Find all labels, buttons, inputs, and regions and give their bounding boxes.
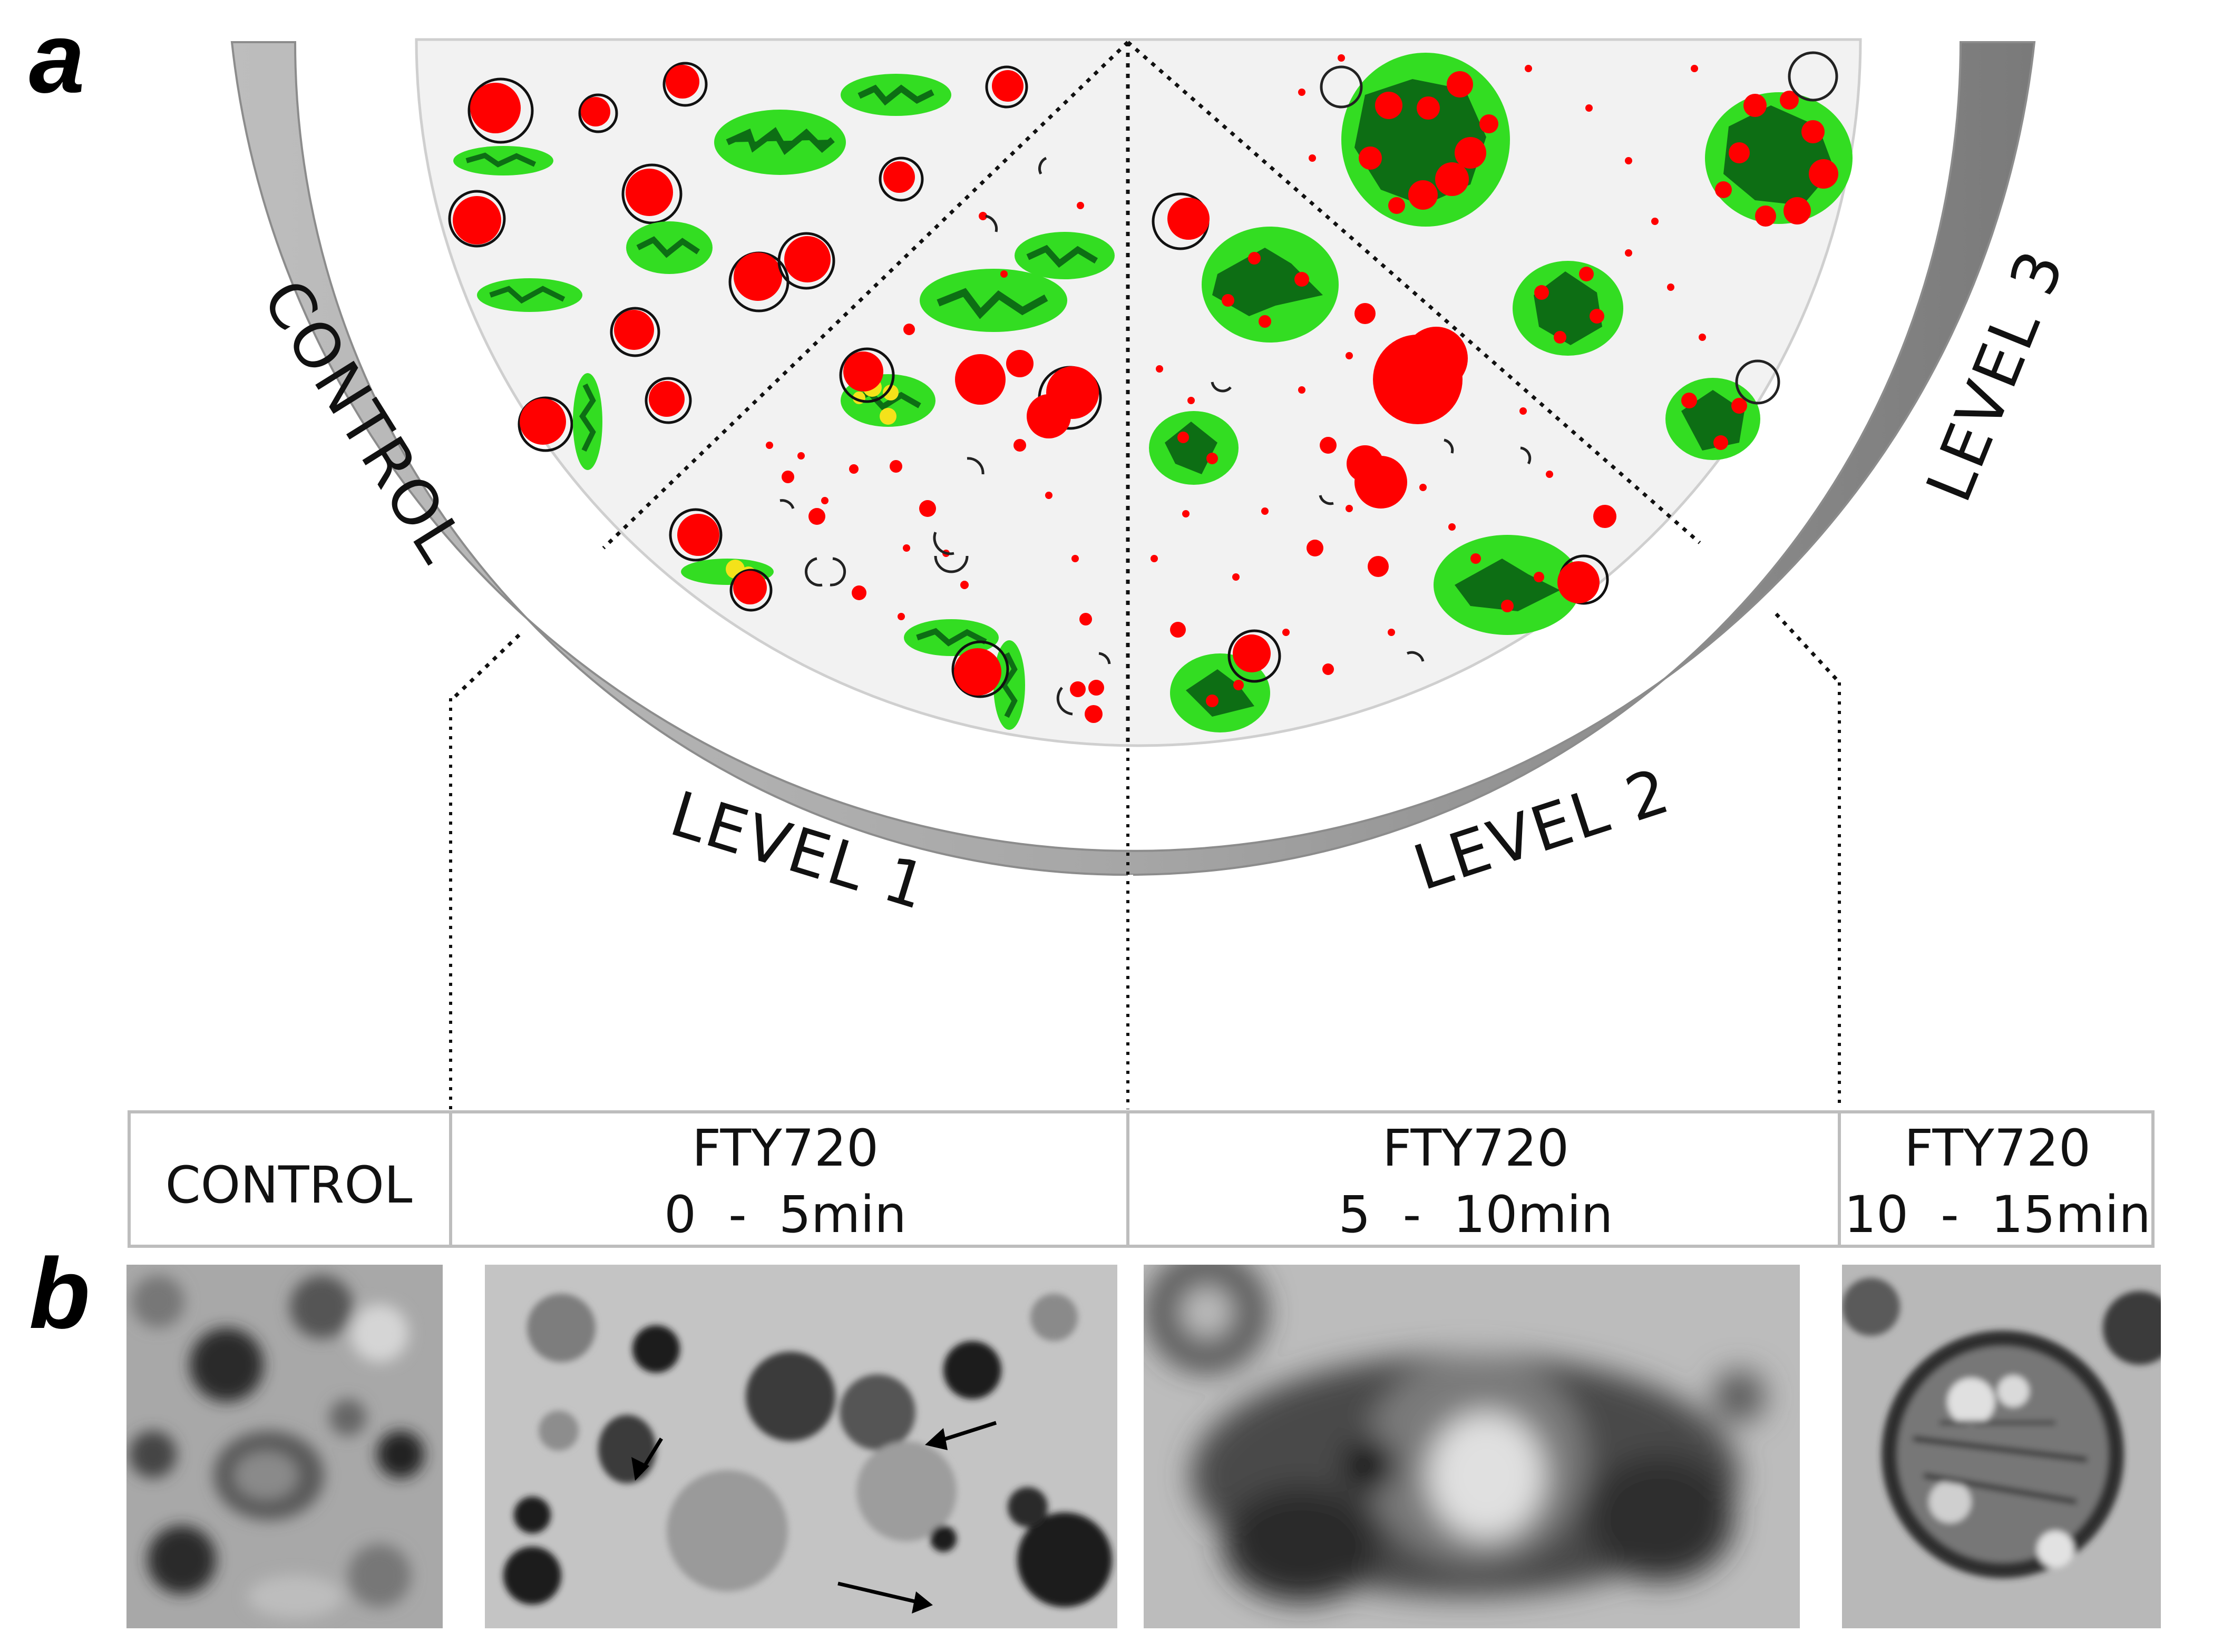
mitochondrion-icon <box>1149 227 1581 732</box>
panel-b-letter: b <box>29 1238 90 1350</box>
ring-band <box>230 41 2036 876</box>
ring-label-level2: LEVEL 2 <box>1405 754 1679 904</box>
arrow-icon <box>837 1581 933 1614</box>
red-granule-icon <box>669 202 1104 723</box>
membrane-fragment-icon <box>779 157 1111 716</box>
red-granule-icon <box>448 62 1028 452</box>
drop-lines <box>449 682 1841 1109</box>
mitochondrion-icon <box>681 232 1115 730</box>
table-cell-level2-drug: FTY720 <box>1382 1119 1569 1178</box>
table-cell-level1-drug: FTY720 <box>692 1119 879 1178</box>
level2-sector-content <box>1149 192 1616 732</box>
mitochondrion-icon <box>453 74 951 470</box>
sector-dividers <box>452 41 1841 748</box>
ring-divider-level3 <box>1774 612 1836 685</box>
arrow-icon <box>925 1421 997 1450</box>
arrow-icon <box>631 1438 663 1481</box>
level3-sector-content <box>1298 51 1853 460</box>
ring-label-control: CONTROL <box>248 267 479 576</box>
timeline-table: CONTROL FTY720 0 - 5min FTY720 5 - 10min… <box>128 1110 2155 1248</box>
micrograph-control <box>126 1265 443 1628</box>
red-granule-icon <box>1151 192 1616 707</box>
control-sector-content <box>448 62 1028 470</box>
table-cell-control: CONTROL <box>165 1156 413 1215</box>
table-cell-level2-time: 5 - 10min <box>1339 1185 1613 1244</box>
panel-a-letter: a <box>29 2 85 114</box>
membrane-fragment-icon <box>1211 382 1532 662</box>
table-cell-level3-drug: FTY720 <box>1904 1119 2091 1178</box>
level1-sector-content <box>669 157 1115 730</box>
table-cell-level1-time: 0 - 5min <box>664 1185 907 1244</box>
membrane-fragment-icon <box>1320 51 1838 405</box>
micrograph-level1 <box>485 1265 1117 1628</box>
table-cell-level3-time: 10 - 15min <box>1844 1185 2151 1244</box>
cell-disc <box>415 38 1862 747</box>
micrograph-level2 <box>1144 1265 1800 1628</box>
red-granule-icon <box>1298 54 1838 450</box>
micrograph-level3 <box>1842 1265 2161 1628</box>
